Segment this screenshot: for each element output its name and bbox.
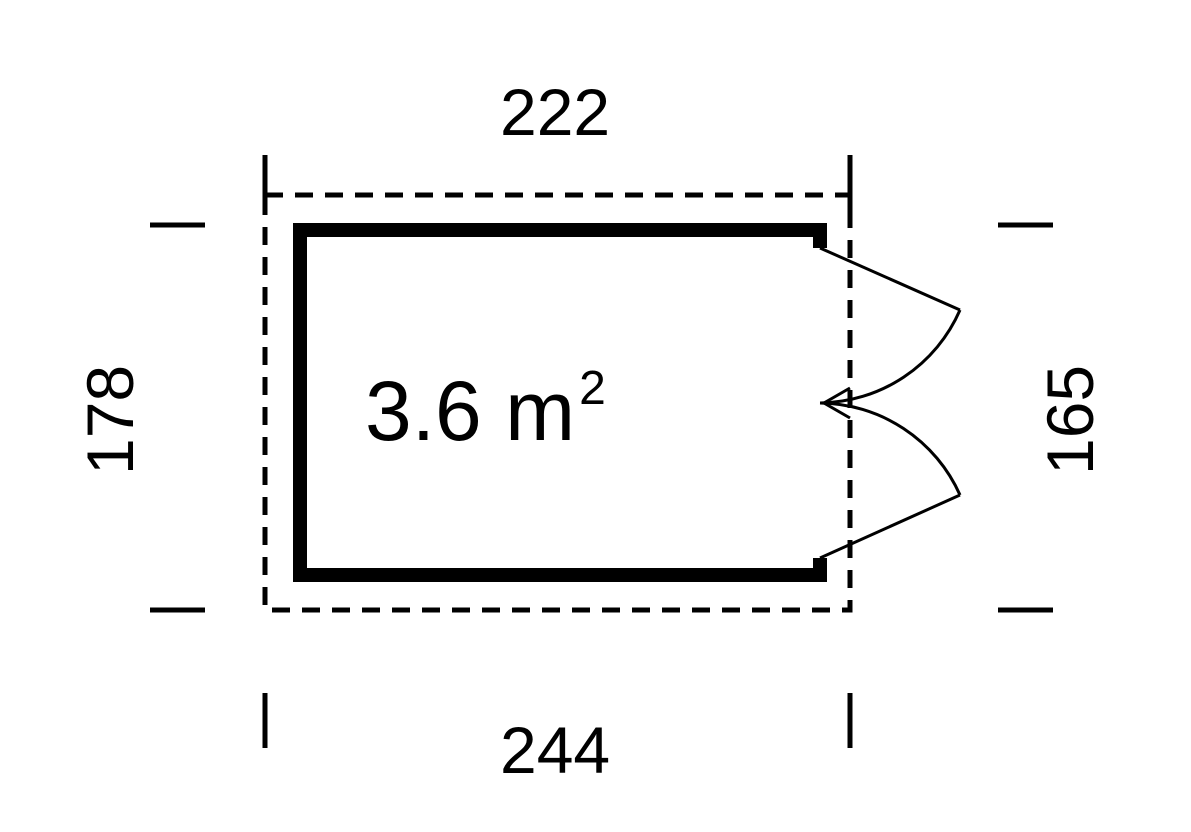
area-exponent: 2 — [579, 362, 606, 415]
dim-left-label: 178 — [73, 365, 147, 475]
floorplan-svg: 222 244 178 165 3.6 m2 — [0, 0, 1191, 832]
door-lower-arc — [820, 403, 960, 495]
door-lower-leaf — [820, 495, 960, 558]
door-upper-arc — [820, 310, 960, 403]
area-value: 3.6 m — [365, 364, 575, 458]
dim-top-label: 222 — [500, 75, 610, 149]
dim-right-label: 165 — [1033, 365, 1107, 475]
area-label: 3.6 m2 — [365, 362, 606, 458]
door-upper-leaf — [820, 248, 960, 310]
dim-bottom-label: 244 — [500, 713, 610, 787]
